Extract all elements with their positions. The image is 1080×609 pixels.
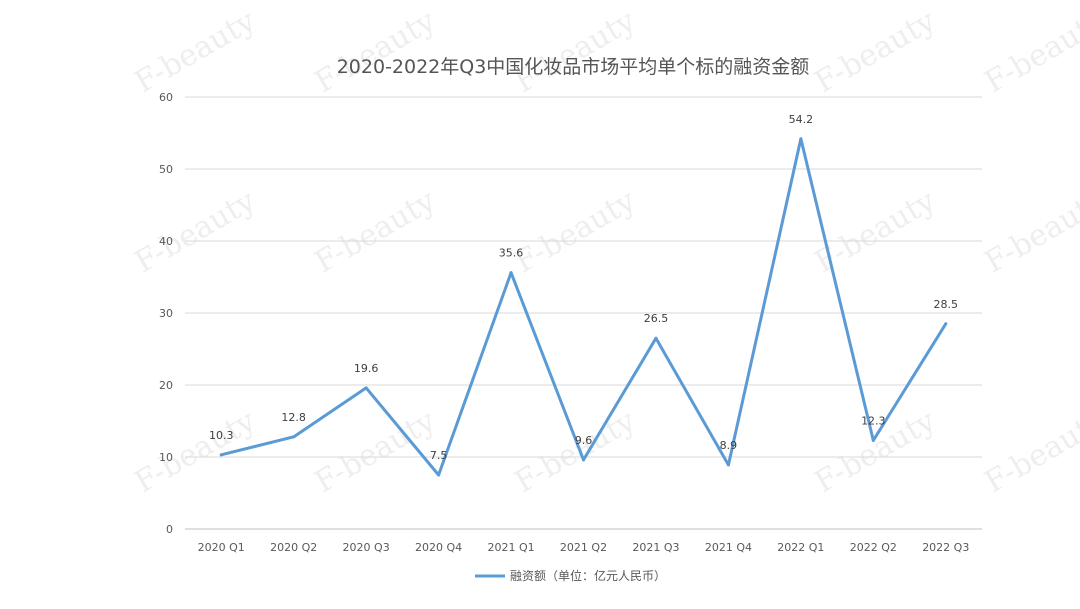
- series-layer: [219, 137, 948, 477]
- chart-title: 2020-2022年Q3中国化妆品市场平均单个标的融资金额: [337, 56, 810, 78]
- data-label: 8.9: [720, 439, 738, 452]
- x-tick-label: 2021 Q2: [560, 541, 607, 554]
- data-point: [654, 336, 658, 340]
- data-label: 54.2: [789, 113, 814, 126]
- y-tick-label: 0: [166, 523, 173, 536]
- x-tick-label: 2020 Q1: [198, 541, 245, 554]
- data-point: [509, 271, 513, 275]
- series-line: [219, 137, 948, 477]
- y-tick-label: 30: [159, 307, 173, 320]
- watermark-text: F-beauty: [979, 3, 1080, 100]
- x-tick-label: 2020 Q2: [270, 541, 317, 554]
- watermark-text: F-beauty: [309, 403, 442, 500]
- data-label: 12.3: [861, 414, 886, 427]
- data-label: 7.5: [430, 449, 448, 462]
- data-point: [726, 463, 730, 467]
- data-point: [582, 458, 585, 462]
- data-label: 28.5: [934, 298, 959, 311]
- x-tick-label: 2020 Q3: [343, 541, 390, 554]
- data-label: 10.3: [209, 429, 234, 442]
- data-point: [944, 322, 948, 326]
- watermark-text: F-beauty: [809, 3, 942, 100]
- x-tick-label: 2021 Q4: [705, 541, 752, 554]
- y-tick-label: 40: [159, 235, 173, 248]
- x-tick-label: 2021 Q3: [632, 541, 679, 554]
- data-label: 19.6: [354, 362, 379, 375]
- data-point: [219, 453, 223, 457]
- data-point: [292, 435, 296, 439]
- y-tick-label: 20: [159, 379, 173, 392]
- x-tick-label: 2020 Q4: [415, 541, 462, 554]
- x-tick-label: 2022 Q2: [850, 541, 897, 554]
- data-labels: 10.3 12.8 19.6 7.5 35.6 9.6 26.5 8.9 54.2 12.3 28.…: [209, 113, 958, 462]
- watermark-text: F-beauty: [979, 403, 1080, 500]
- data-label: 26.5: [644, 312, 669, 325]
- data-point: [871, 438, 875, 442]
- y-tick-label: 60: [159, 91, 173, 104]
- y-tick-label: 10: [159, 451, 173, 464]
- watermark-text: F-beauty: [509, 3, 642, 100]
- x-tick-label: 2022 Q3: [922, 541, 969, 554]
- data-label: 9.6: [575, 434, 593, 447]
- watermark-text: F-beauty: [509, 403, 642, 500]
- watermark-text: F-beauty: [129, 3, 262, 100]
- watermark-text: F-beauty: [129, 403, 262, 500]
- watermark-text: F-beauty: [509, 183, 642, 280]
- x-tick-label: 2022 Q1: [777, 541, 824, 554]
- watermark-text: F-beauty: [979, 183, 1080, 280]
- data-label: 12.8: [281, 411, 306, 424]
- y-axis: 0 10 20 30 40 50 60: [159, 91, 173, 536]
- watermark-text: F-beauty: [129, 183, 262, 280]
- x-axis: 2020 Q1 2020 Q2 2020 Q3 2020 Q4 2021 Q1 2021 …: [198, 541, 970, 554]
- data-point: [799, 137, 803, 141]
- data-label: 35.6: [499, 247, 524, 260]
- y-tick-label: 50: [159, 163, 173, 176]
- data-point: [364, 386, 368, 390]
- legend-label: 融资额（单位：亿元人民币）: [510, 568, 666, 583]
- x-tick-label: 2021 Q1: [487, 541, 534, 554]
- watermark-text: F-beauty: [309, 3, 442, 100]
- watermark-text: F-beauty: [309, 183, 442, 280]
- watermark-text: F-beauty: [809, 183, 942, 280]
- legend: 融资额（单位：亿元人民币）: [475, 568, 666, 583]
- data-point: [437, 473, 441, 477]
